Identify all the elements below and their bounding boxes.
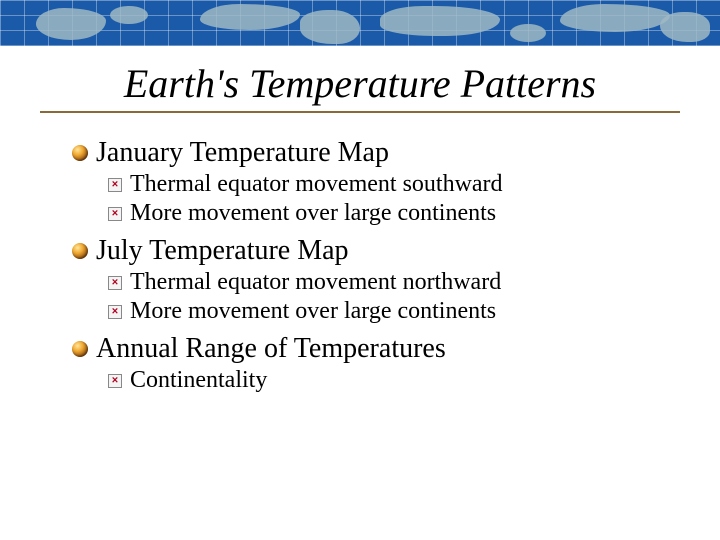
level2-label: Continentality	[130, 367, 267, 394]
header-banner	[0, 0, 720, 46]
content-area: January Temperature MapThermal equator m…	[0, 119, 720, 394]
banner-continent	[110, 6, 148, 24]
level2-item: More movement over large continents	[108, 200, 660, 227]
level1-label: Annual Range of Temperatures	[96, 333, 446, 365]
level1-item: Annual Range of Temperatures	[72, 333, 660, 365]
banner-continent	[510, 24, 546, 42]
level1-item: January Temperature Map	[72, 137, 660, 169]
globe-bullet-icon	[72, 243, 88, 259]
title-underline	[40, 111, 680, 113]
level2-item: More movement over large continents	[108, 298, 660, 325]
broken-image-icon	[108, 374, 122, 388]
title-block: Earth's Temperature Patterns	[0, 46, 720, 119]
broken-image-icon	[108, 305, 122, 319]
banner-continent	[380, 6, 500, 36]
globe-bullet-icon	[72, 341, 88, 357]
banner-continent	[660, 12, 710, 42]
globe-bullet-icon	[72, 145, 88, 161]
level2-item: Thermal equator movement northward	[108, 269, 660, 296]
level1-label: January Temperature Map	[96, 137, 389, 169]
banner-continent	[300, 10, 360, 44]
level2-label: More movement over large continents	[130, 200, 496, 227]
level2-label: Thermal equator movement southward	[130, 171, 503, 198]
broken-image-icon	[108, 207, 122, 221]
level2-label: More movement over large continents	[130, 298, 496, 325]
level2-label: Thermal equator movement northward	[130, 269, 501, 296]
level2-item: Continentality	[108, 367, 660, 394]
broken-image-icon	[108, 178, 122, 192]
level2-item: Thermal equator movement southward	[108, 171, 660, 198]
slide-title: Earth's Temperature Patterns	[124, 60, 596, 107]
level1-label: July Temperature Map	[96, 235, 349, 267]
level1-item: July Temperature Map	[72, 235, 660, 267]
broken-image-icon	[108, 276, 122, 290]
